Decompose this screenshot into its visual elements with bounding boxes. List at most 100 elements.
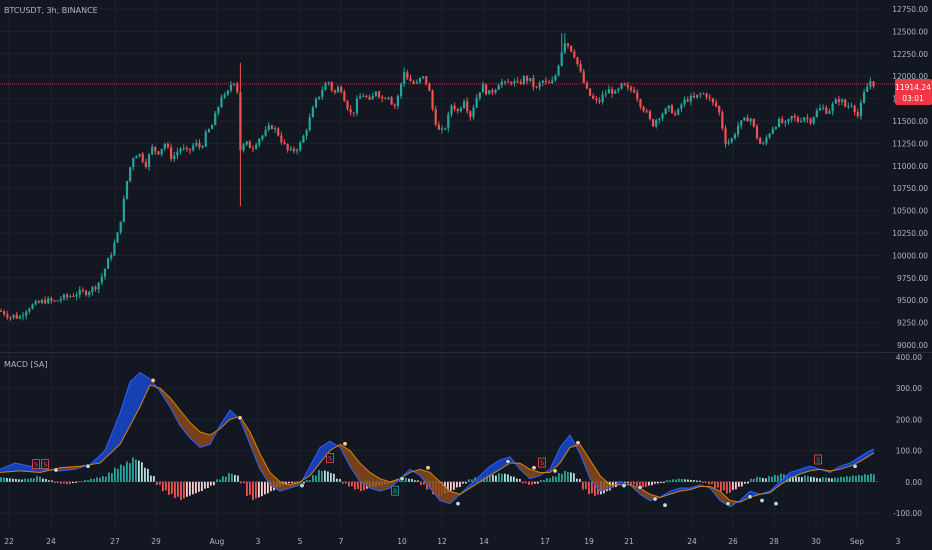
macd-histogram-bar xyxy=(456,481,458,488)
candle-body xyxy=(66,294,69,297)
macd-histogram-bar xyxy=(765,478,767,482)
candle-body xyxy=(365,95,368,97)
macd-histogram-bar xyxy=(21,479,23,482)
candle-body xyxy=(69,296,72,298)
macd-histogram-bar xyxy=(825,477,827,482)
macd-histogram-bar xyxy=(93,478,95,482)
candle-body xyxy=(277,128,280,136)
macd-histogram-bar xyxy=(78,481,80,482)
macd-histogram-bar xyxy=(816,478,818,482)
macd-histogram-bar xyxy=(330,473,332,482)
macd-histogram-bar xyxy=(87,480,89,482)
macd-histogram-bar xyxy=(771,476,773,482)
macd-cross-marker xyxy=(53,467,59,473)
candle-body xyxy=(173,155,176,160)
macd-histogram-bar xyxy=(873,474,875,482)
macd-histogram-bar xyxy=(537,481,539,484)
candle-body xyxy=(226,90,229,95)
candle-body xyxy=(822,107,825,109)
macd-histogram-bar xyxy=(729,481,731,493)
candle-body xyxy=(154,146,157,152)
candle-body xyxy=(535,86,538,88)
macd-histogram-bar xyxy=(567,471,569,482)
candle-body xyxy=(800,121,803,123)
candle-body xyxy=(796,117,800,122)
macd-histogram-bar xyxy=(780,473,782,482)
macd-histogram-bar xyxy=(648,481,650,486)
time-axis-tick-label: 24 xyxy=(687,537,697,546)
macd-histogram-bar xyxy=(471,479,473,482)
macd-histogram-bar xyxy=(27,478,29,482)
macd-histogram-bar xyxy=(819,478,821,482)
candle-body xyxy=(324,83,327,91)
macd-histogram-bar xyxy=(183,481,185,499)
macd-bear-fill xyxy=(576,444,616,492)
macd-histogram-bar xyxy=(66,481,68,485)
candle-body xyxy=(818,108,822,111)
macd-histogram-bar xyxy=(111,473,113,482)
macd-histogram-bar xyxy=(699,480,701,482)
macd-histogram-bar xyxy=(834,477,836,482)
macd-histogram-bar xyxy=(759,477,761,482)
candle-body xyxy=(176,151,179,156)
candle-body xyxy=(573,51,576,58)
macd-histogram-bar xyxy=(30,478,32,482)
macd-histogram-bar xyxy=(12,478,14,482)
candle-body xyxy=(683,99,686,105)
candle-body xyxy=(692,95,696,98)
price-axis-tick-label: 12250.00 xyxy=(892,50,928,59)
time-axis-tick-label: 19 xyxy=(584,537,594,546)
candle-body xyxy=(714,102,718,107)
macd-histogram-bar xyxy=(291,481,293,484)
signal-flag-text: S xyxy=(43,462,47,469)
macd-cross-marker xyxy=(852,463,858,469)
signal-flag-box xyxy=(41,459,49,470)
candle-body xyxy=(308,117,311,131)
signal-flag-box xyxy=(814,454,822,465)
candle-body xyxy=(336,87,340,93)
candle-body xyxy=(56,300,59,302)
candle-body xyxy=(396,96,399,106)
macd-histogram-bar xyxy=(210,481,212,486)
candle-body xyxy=(21,315,25,317)
candle-body xyxy=(629,87,633,90)
macd-histogram-bar xyxy=(831,478,833,482)
candle-body xyxy=(40,300,44,303)
macd-histogram-bar xyxy=(318,469,320,482)
time-axis-tick-label: 3 xyxy=(256,537,261,546)
macd-histogram-bar xyxy=(240,481,242,484)
macd-histogram-bar xyxy=(9,478,11,482)
candle-body xyxy=(456,109,459,112)
macd-histogram-bar xyxy=(156,481,158,485)
candle-body xyxy=(355,98,359,114)
macd-axis-tick-label: 300.00 xyxy=(896,384,922,393)
macd-histogram-bar xyxy=(138,460,140,482)
macd-histogram-bar xyxy=(423,481,425,485)
macd-histogram-bar xyxy=(684,479,686,482)
candle-body xyxy=(321,90,324,97)
macd-histogram-bar xyxy=(492,474,494,482)
indicator-title[interactable]: MACD [SA] xyxy=(4,360,47,369)
macd-histogram-bar xyxy=(102,476,104,482)
candle-body xyxy=(299,142,302,150)
macd-histogram-bar xyxy=(141,462,143,482)
grid-lines xyxy=(0,0,880,530)
candle-body xyxy=(129,167,132,182)
macd-histogram-bar xyxy=(345,481,347,484)
macd-histogram-bar xyxy=(717,481,719,488)
candle-body xyxy=(475,97,478,108)
macd-histogram-bar xyxy=(18,479,20,482)
candle-body xyxy=(31,304,34,309)
macd-histogram-bar xyxy=(234,474,236,482)
macd-histogram-bar xyxy=(162,481,164,492)
macd-histogram-bar xyxy=(243,481,245,484)
macd-histogram-bar xyxy=(447,481,449,493)
candle-body xyxy=(774,127,777,129)
candle-body xyxy=(645,110,648,112)
candle-body xyxy=(151,146,154,155)
macd-histogram-bar xyxy=(576,478,578,482)
candle-body xyxy=(853,105,856,113)
macd-bear-fill xyxy=(338,444,400,492)
macd-histogram-bar xyxy=(588,481,590,495)
